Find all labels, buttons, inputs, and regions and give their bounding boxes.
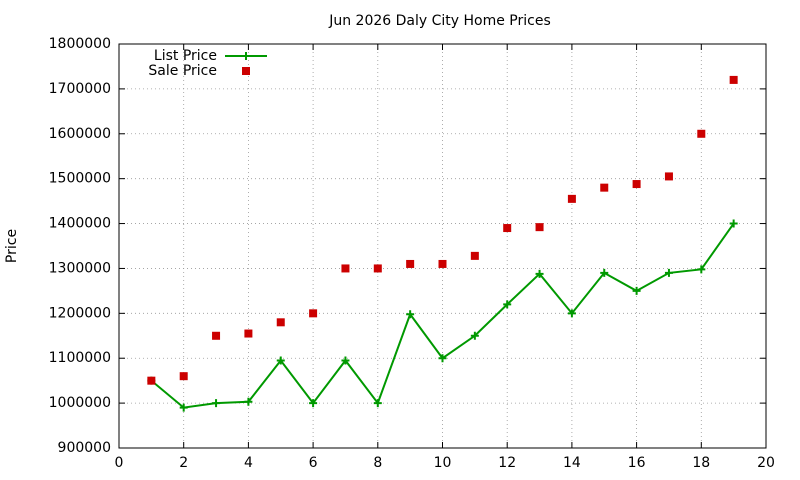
x-tick-label: 16: [628, 455, 646, 471]
x-tick-label: 4: [244, 455, 253, 471]
point-marker: [309, 309, 318, 318]
point-marker: [276, 318, 285, 327]
point-marker: [438, 259, 447, 268]
chart-title: Jun 2026 Daly City Home Prices: [328, 13, 551, 29]
point-marker: [632, 180, 641, 189]
point-marker: [179, 403, 188, 412]
x-tick-label: 0: [115, 455, 124, 471]
point-marker: [535, 223, 544, 232]
x-tick-label: 12: [498, 455, 516, 471]
point-marker: [567, 194, 576, 203]
y-tick-label: 900000: [58, 440, 111, 456]
point-marker: [470, 251, 479, 260]
point-marker: [341, 356, 350, 365]
point-marker: [373, 264, 382, 273]
point-marker: [438, 354, 447, 363]
y-axis-label: Price: [4, 229, 20, 263]
y-tick-label: 1700000: [49, 81, 111, 97]
point-marker: [276, 356, 285, 365]
plot-frame: [118, 43, 767, 449]
series-line: [150, 222, 735, 409]
point-marker: [664, 268, 673, 277]
legend-marker: [242, 52, 250, 60]
y-tick-label: 1300000: [49, 260, 111, 276]
point-marker: [309, 399, 318, 408]
point-marker: [535, 269, 544, 278]
y-tick-label: 1200000: [49, 305, 111, 321]
point-marker: [244, 397, 253, 406]
y-tick-label: 1800000: [49, 36, 111, 52]
legend-label: List Price: [154, 48, 217, 64]
x-tick-label: 8: [373, 455, 382, 471]
point-marker: [406, 310, 415, 319]
point-marker: [212, 399, 221, 408]
y-tick-label: 1400000: [49, 216, 111, 232]
point-marker: [632, 286, 641, 295]
x-tick-label: 14: [563, 455, 581, 471]
point-marker: [341, 264, 350, 273]
legend-label: Sale Price: [148, 63, 217, 79]
point-marker: [244, 329, 253, 338]
x-tick-label: 2: [179, 455, 188, 471]
point-marker: [600, 268, 609, 277]
point-marker: [212, 331, 221, 340]
y-tick-label: 1100000: [49, 350, 111, 366]
point-marker: [373, 399, 382, 408]
point-marker: [697, 129, 706, 138]
point-marker: [470, 331, 479, 340]
point-marker: [600, 183, 609, 192]
x-tick-label: 6: [309, 455, 318, 471]
point-marker: [503, 300, 512, 309]
x-tick-label: 18: [692, 455, 710, 471]
point-marker: [503, 224, 512, 233]
point-marker: [147, 376, 156, 385]
point-marker: [179, 372, 188, 381]
point-marker: [729, 75, 738, 84]
point-marker: [729, 219, 738, 228]
y-tick-label: 1600000: [49, 126, 111, 142]
point-marker: [664, 172, 673, 181]
y-tick-label: 1000000: [49, 395, 111, 411]
x-tick-label: 20: [757, 455, 775, 471]
point-marker: [567, 309, 576, 318]
x-tick-label: 10: [434, 455, 452, 471]
legend-marker: [242, 67, 250, 75]
y-tick-label: 1500000: [49, 171, 111, 187]
point-marker: [697, 265, 706, 274]
point-marker: [406, 259, 415, 268]
